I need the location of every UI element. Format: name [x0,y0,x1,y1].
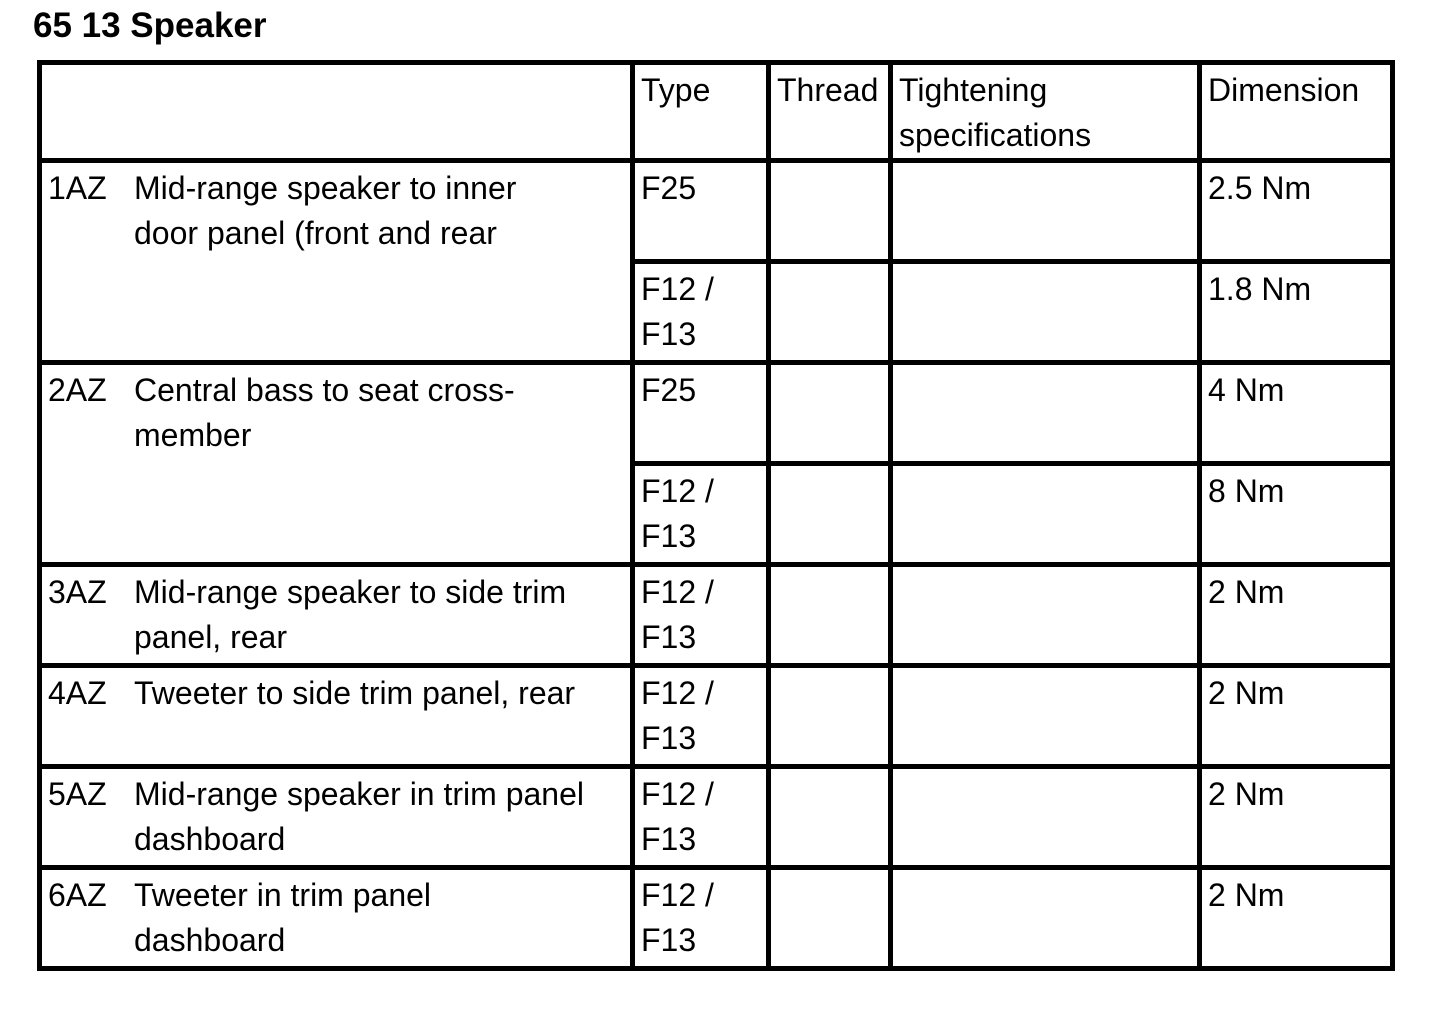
tightening-cell [888,360,1202,466]
description-wrap: 4AZ Tweeter to side trim panel, rear [48,671,624,716]
dimension-cell: 2 Nm [1197,764,1395,870]
description-cell: 6AZ Tweeter in trim panel dashboard [37,865,635,971]
header-tightening-cell: Tightening specifications [888,60,1202,163]
position-label: 5AZ [48,776,107,812]
row-6az: 6AZ Tweeter in trim panel dashboard F12 … [37,865,1395,971]
dimension-cell: 1.8 Nm [1197,259,1395,365]
thread-cell [766,259,893,365]
type-cell: F12 / F13 [630,764,771,870]
tightening-cell [888,259,1202,365]
row-3az: 3AZ Mid-range speaker to side trim panel… [37,562,1395,668]
row-2az-sub2: F12 / F13 8 Nm [40,461,1395,567]
dimension-cell: 4 Nm [1197,360,1395,466]
thread-cell [766,360,893,466]
thread-cell [766,562,893,668]
row-2az-sub1: 2AZ Central bass to seat cross- member F… [37,360,1395,567]
position-label: 4AZ [48,675,107,711]
type-cell: F12 / F13 [630,663,771,769]
row-description: Mid-range speaker to inner door panel (f… [134,170,517,251]
description-cell: 2AZ Central bass to seat cross- member [37,360,635,567]
thread-cell [766,865,893,971]
type-cell: F12 / F13 [630,865,771,971]
thread-cell [766,158,893,264]
description-cell: 3AZ Mid-range speaker to side trim panel… [37,562,635,668]
page-title: 65 13 Speaker [33,6,267,45]
tightening-cell [888,461,1202,567]
row-4az: 4AZ Tweeter to side trim panel, rear F12… [37,663,1395,769]
row-description: Mid-range speaker to side trim panel, re… [134,574,567,655]
header-description-cell [37,60,635,163]
description-cell: 1AZ Mid-range speaker to inner door pane… [37,158,635,365]
tightening-cell [888,865,1202,971]
description-wrap: 6AZ Tweeter in trim panel dashboard [48,873,624,963]
row-description: Mid-range speaker in trim panel dashboar… [134,776,584,857]
description-wrap: 5AZ Mid-range speaker in trim panel dash… [48,772,624,862]
dimension-cell: 2 Nm [1197,562,1395,668]
position-label: 3AZ [48,574,107,610]
row-1az-sub1: 1AZ Mid-range speaker to inner door pane… [37,158,1395,365]
row-description: Tweeter to side trim panel, rear [134,675,576,711]
tightening-cell [888,764,1202,870]
description-wrap: 2AZ Central bass to seat cross- member [48,368,624,458]
type-cell: F12 / F13 [630,562,771,668]
description-cell: 4AZ Tweeter to side trim panel, rear [37,663,635,769]
header-row: Type Thread Tightening specifications Di… [37,60,1395,163]
position-label: 6AZ [48,877,107,913]
position-label: 2AZ [48,372,107,408]
thread-cell [766,663,893,769]
dimension-cell: 2 Nm [1197,865,1395,971]
description-cell: 5AZ Mid-range speaker in trim panel dash… [37,764,635,870]
tightening-cell [888,158,1202,264]
tightening-cell [888,663,1202,769]
spec-table: Type Thread Tightening specifications Di… [37,60,1395,971]
position-label: 1AZ [48,170,107,206]
dimension-cell: 2.5 Nm [1197,158,1395,264]
tightening-cell [888,562,1202,668]
thread-cell [766,461,893,567]
header-dimension-cell: Dimension [1197,60,1395,163]
row-5az: 5AZ Mid-range speaker in trim panel dash… [37,764,1395,870]
row-description: Central bass to seat cross- member [134,372,515,453]
description-wrap: 1AZ Mid-range speaker to inner door pane… [48,166,624,256]
type-cell: F25 [630,158,771,264]
row-1az-sub2: F12 / F13 1.8 Nm [40,259,1395,365]
type-cell: F12 / F13 [630,461,771,567]
dimension-cell: 8 Nm [1197,461,1395,567]
header-thread-cell: Thread [766,60,893,163]
dimension-cell: 2 Nm [1197,663,1395,769]
type-cell: F25 [630,360,771,466]
thread-cell [766,764,893,870]
header-type-cell: Type [630,60,771,163]
description-wrap: 3AZ Mid-range speaker to side trim panel… [48,570,624,660]
row-description: Tweeter in trim panel dashboard [134,877,432,958]
type-cell: F12 / F13 [630,259,771,365]
